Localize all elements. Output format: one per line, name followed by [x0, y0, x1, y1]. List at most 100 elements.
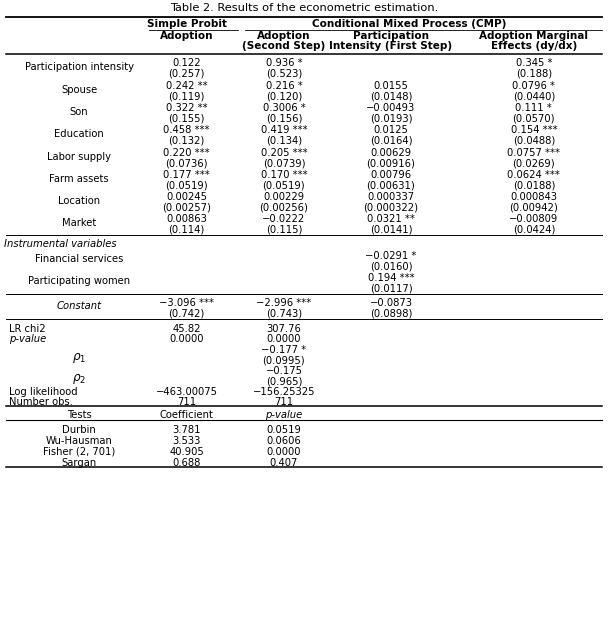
Text: −0.0873: −0.0873 — [370, 298, 412, 308]
Text: Number obs.: Number obs. — [9, 397, 73, 407]
Text: −2.996 ***: −2.996 *** — [257, 298, 311, 308]
Text: 711: 711 — [177, 397, 196, 407]
Text: 0.111 *: 0.111 * — [516, 103, 552, 113]
Text: 0.00229: 0.00229 — [263, 192, 305, 202]
Text: −463.00075: −463.00075 — [156, 387, 218, 397]
Text: 3.533: 3.533 — [173, 436, 201, 446]
Text: Coefficient: Coefficient — [160, 410, 213, 420]
Text: −0.0291 *: −0.0291 * — [365, 251, 416, 261]
Text: (0.742): (0.742) — [168, 309, 205, 318]
Text: 0.345 *: 0.345 * — [516, 59, 552, 68]
Text: 0.0000: 0.0000 — [170, 334, 204, 344]
Text: (0.155): (0.155) — [168, 113, 205, 124]
Text: LR chi2: LR chi2 — [9, 324, 46, 334]
Text: 0.0757 ***: 0.0757 *** — [507, 148, 561, 157]
Text: Adoption: Adoption — [257, 31, 311, 41]
Text: −3.096 ***: −3.096 *** — [159, 298, 214, 308]
Text: (0.114): (0.114) — [168, 225, 205, 235]
Text: 0.00629: 0.00629 — [370, 148, 412, 157]
Text: 0.419 ***: 0.419 *** — [261, 125, 307, 135]
Text: (0.00256): (0.00256) — [260, 203, 308, 213]
Text: (0.743): (0.743) — [266, 309, 302, 318]
Text: 0.0155: 0.0155 — [373, 81, 409, 90]
Text: −0.00493: −0.00493 — [366, 103, 416, 113]
Text: 0.688: 0.688 — [173, 458, 201, 468]
Text: 0.177 ***: 0.177 *** — [164, 170, 210, 180]
Text: Labor supply: Labor supply — [47, 152, 111, 162]
Text: Fisher (2, 701): Fisher (2, 701) — [43, 447, 115, 457]
Text: (0.0141): (0.0141) — [370, 225, 412, 235]
Text: Conditional Mixed Process (CMP): Conditional Mixed Process (CMP) — [312, 19, 506, 29]
Text: (0.115): (0.115) — [266, 225, 302, 235]
Text: (0.0160): (0.0160) — [370, 262, 412, 271]
Text: Location: Location — [58, 196, 100, 206]
Text: (0.132): (0.132) — [168, 136, 205, 146]
Text: Farm assets: Farm assets — [49, 174, 109, 184]
Text: 0.216 *: 0.216 * — [266, 81, 302, 90]
Text: (0.0188): (0.0188) — [513, 180, 555, 190]
Text: Son: Son — [70, 107, 88, 117]
Text: −0.175: −0.175 — [266, 366, 302, 376]
Text: (0.0570): (0.0570) — [513, 113, 555, 124]
Text: −0.177 *: −0.177 * — [261, 345, 306, 355]
Text: Spouse: Spouse — [61, 85, 97, 95]
Text: Wu-Hausman: Wu-Hausman — [46, 436, 112, 446]
Text: Sargan: Sargan — [61, 458, 97, 468]
Text: (0.0739): (0.0739) — [263, 158, 305, 168]
Text: 0.220 ***: 0.220 *** — [164, 148, 210, 157]
Text: 0.122: 0.122 — [172, 59, 201, 68]
Text: 0.936 *: 0.936 * — [266, 59, 302, 68]
Text: (0.0898): (0.0898) — [370, 309, 412, 318]
Text: (0.00631): (0.00631) — [367, 180, 415, 190]
Text: 45.82: 45.82 — [173, 324, 201, 334]
Text: (0.0193): (0.0193) — [370, 113, 412, 124]
Text: (0.0519): (0.0519) — [165, 180, 208, 190]
Text: 0.194 ***: 0.194 *** — [368, 273, 414, 283]
Text: (0.257): (0.257) — [168, 69, 205, 79]
Text: 0.0000: 0.0000 — [267, 447, 301, 457]
Text: (0.523): (0.523) — [266, 69, 302, 79]
Text: (0.0440): (0.0440) — [513, 91, 555, 101]
Text: Effects (dy/dx): Effects (dy/dx) — [491, 41, 577, 51]
Text: 0.000843: 0.000843 — [510, 192, 558, 202]
Text: (0.000322): (0.000322) — [364, 203, 418, 213]
Text: (0.00942): (0.00942) — [510, 203, 558, 213]
Text: Participating women: Participating women — [28, 276, 130, 287]
Text: (0.134): (0.134) — [266, 136, 302, 146]
Text: (0.00257): (0.00257) — [162, 203, 211, 213]
Text: (0.188): (0.188) — [516, 69, 552, 79]
Text: p-value: p-value — [265, 410, 303, 420]
Text: 0.0000: 0.0000 — [267, 334, 301, 344]
Text: (0.0424): (0.0424) — [513, 225, 555, 235]
Text: Participation: Participation — [353, 31, 429, 41]
Text: 0.00863: 0.00863 — [166, 215, 207, 224]
Text: (0.0269): (0.0269) — [513, 158, 555, 168]
Text: 0.322 **: 0.322 ** — [166, 103, 207, 113]
Text: 0.0125: 0.0125 — [373, 125, 409, 135]
Text: (0.0995): (0.0995) — [263, 355, 305, 365]
Text: Instrumental variables: Instrumental variables — [4, 240, 117, 249]
Text: 0.3006 *: 0.3006 * — [263, 103, 305, 113]
Text: Simple Probit: Simple Probit — [147, 19, 227, 29]
Text: (0.0117): (0.0117) — [370, 284, 412, 294]
Text: 0.458 ***: 0.458 *** — [164, 125, 210, 135]
Text: p-value: p-value — [9, 334, 46, 344]
Text: Intensity (First Step): Intensity (First Step) — [330, 41, 452, 51]
Text: $\rho_1$: $\rho_1$ — [72, 350, 86, 364]
Text: Log likelihood: Log likelihood — [9, 387, 78, 397]
Text: 0.0519: 0.0519 — [266, 425, 302, 434]
Text: (0.156): (0.156) — [266, 113, 302, 124]
Text: (0.0148): (0.0148) — [370, 91, 412, 101]
Text: Market: Market — [62, 218, 96, 229]
Text: 0.0796 *: 0.0796 * — [513, 81, 555, 90]
Text: Education: Education — [54, 129, 104, 140]
Text: Adoption Marginal: Adoption Marginal — [479, 31, 589, 41]
Text: (0.120): (0.120) — [266, 91, 302, 101]
Text: 0.170 ***: 0.170 *** — [261, 170, 307, 180]
Text: (0.0488): (0.0488) — [513, 136, 555, 146]
Text: (0.00916): (0.00916) — [367, 158, 415, 168]
Text: 0.407: 0.407 — [270, 458, 298, 468]
Text: (0.0736): (0.0736) — [165, 158, 208, 168]
Text: $\rho_2$: $\rho_2$ — [72, 371, 86, 385]
Text: Durbin: Durbin — [62, 425, 96, 434]
